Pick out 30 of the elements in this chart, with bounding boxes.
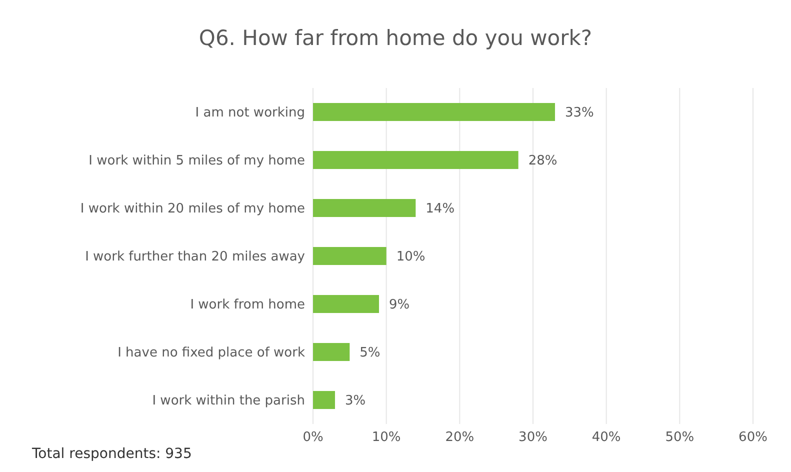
x-tick-label: 50% bbox=[665, 430, 694, 446]
bar bbox=[313, 343, 350, 361]
x-tick-label: 10% bbox=[372, 430, 401, 446]
bar bbox=[313, 199, 416, 217]
bar bbox=[313, 391, 335, 409]
bar bbox=[313, 103, 555, 121]
y-tick-label: I work from home bbox=[190, 298, 305, 313]
data-label: 28% bbox=[528, 154, 558, 169]
bar bbox=[313, 295, 379, 313]
data-label: 3% bbox=[345, 394, 366, 409]
bar bbox=[313, 247, 386, 265]
bar bbox=[313, 151, 518, 169]
data-label: 33% bbox=[565, 106, 594, 121]
text: Total respondents: 935 bbox=[32, 446, 192, 462]
data-label: 14% bbox=[426, 202, 455, 217]
y-tick-label: I work within 5 miles of my home bbox=[88, 154, 305, 169]
data-label: 9% bbox=[389, 298, 410, 313]
y-tick-label: I am not working bbox=[195, 106, 305, 121]
y-tick-label: I work further than 20 miles away bbox=[85, 250, 306, 265]
x-tick-label: 60% bbox=[738, 430, 768, 446]
x-tick-label: 20% bbox=[445, 430, 474, 446]
x-tick-label: 0% bbox=[302, 430, 324, 446]
y-tick-label: I have no fixed place of work bbox=[118, 346, 306, 361]
x-tick-label: 40% bbox=[592, 430, 621, 446]
y-tick-label: I work within 20 miles of my home bbox=[80, 202, 305, 217]
y-tick-label: I work within the parish bbox=[152, 394, 305, 409]
chart-title: Q6. How far from home do you work? bbox=[198, 26, 594, 50]
data-label: 5% bbox=[360, 346, 380, 361]
x-tick-label: 30% bbox=[518, 430, 548, 446]
data-label: 10% bbox=[396, 250, 426, 265]
